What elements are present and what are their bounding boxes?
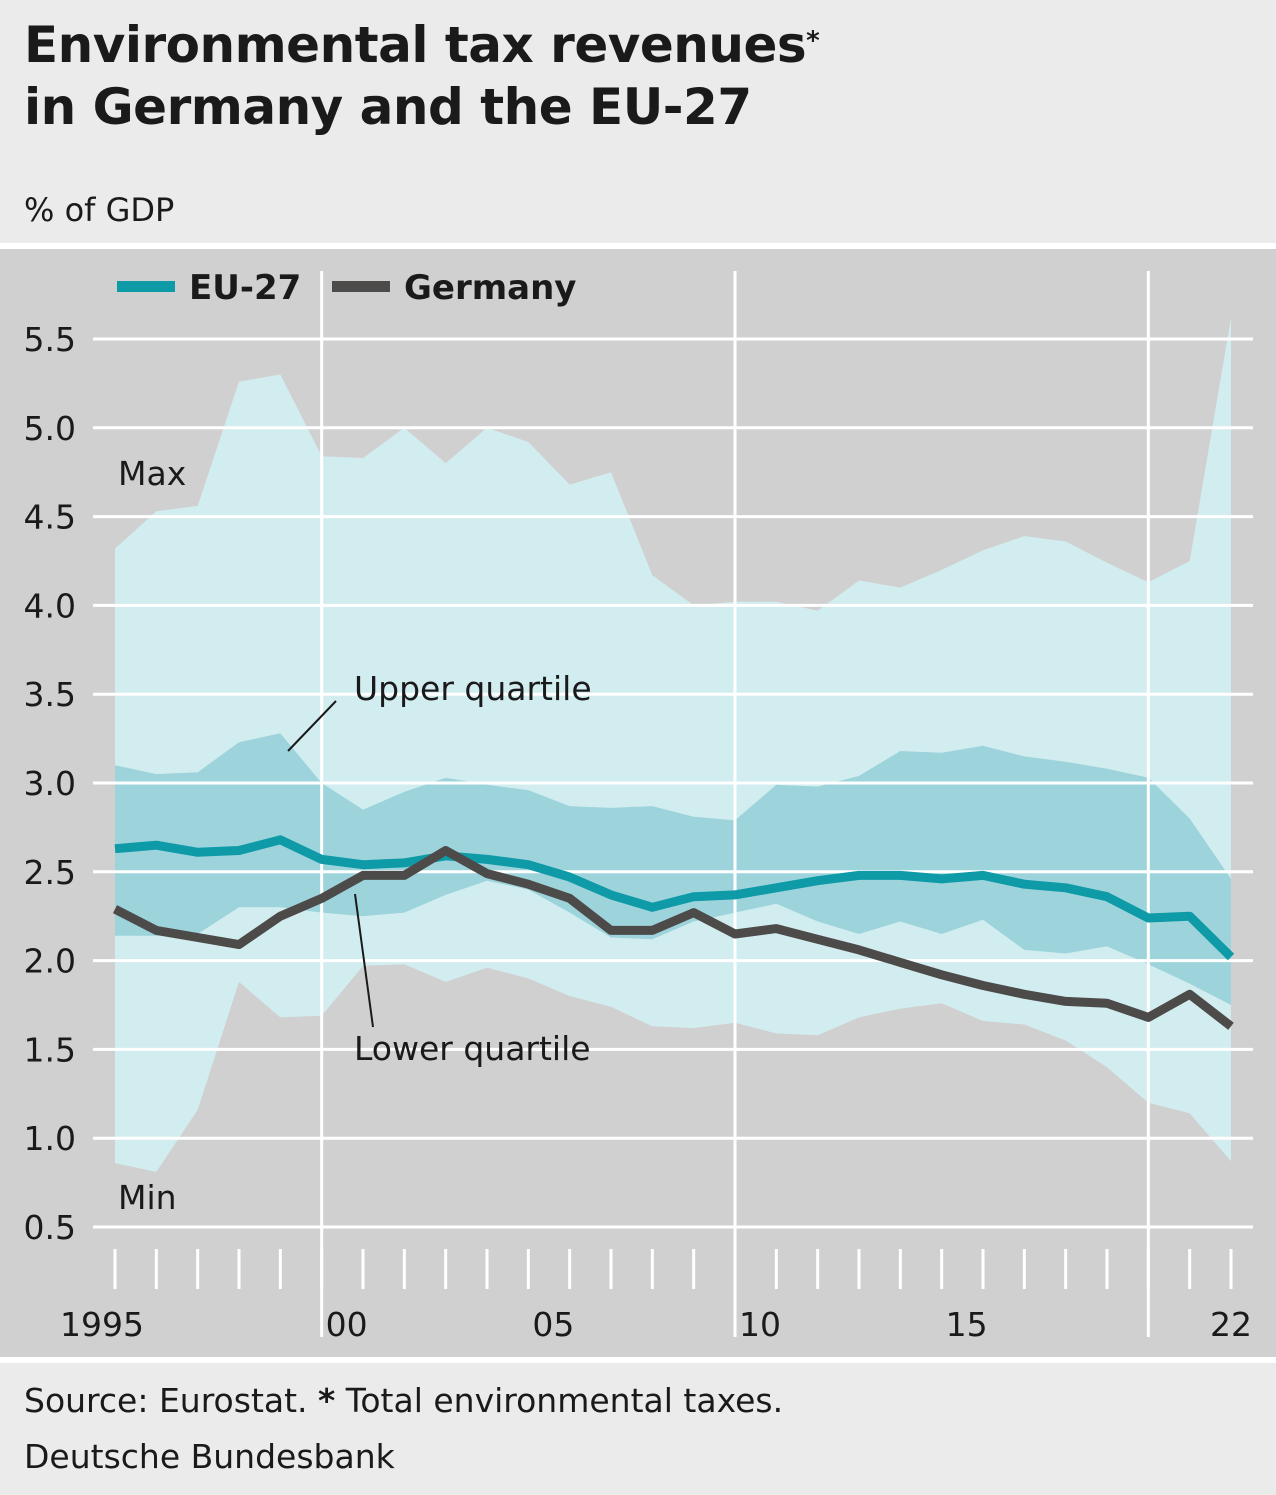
y-tick-label: 5.0 <box>24 409 76 448</box>
upper-quartile-leader <box>287 700 337 752</box>
y-tick-label: 1.5 <box>24 1030 76 1069</box>
legend-swatch-eu27 <box>117 281 175 292</box>
y-tick-label: 3.5 <box>24 675 76 714</box>
header-divider <box>0 243 1276 249</box>
y-tick-label: 2.5 <box>24 853 76 892</box>
interquartile-band <box>115 733 1231 1005</box>
series-line-eu-27 <box>114 835 1235 961</box>
chart-header: Environmental tax revenues* in Germany a… <box>0 0 1276 243</box>
min-max-range-band <box>115 317 1231 1172</box>
annotations-layer: Max Min Upper quartile Lower quartile <box>118 454 592 1217</box>
lower-quartile-leader <box>354 893 374 1028</box>
publisher: Deutsche Bundesbank <box>24 1437 395 1476</box>
min-label: Min <box>118 1178 177 1217</box>
source-prefix: Source: Eurostat. <box>24 1381 308 1420</box>
y-tick-label: 5.5 <box>24 320 76 359</box>
x-tick-label: 10 <box>739 1305 781 1344</box>
legend-swatch-germany <box>332 281 390 292</box>
lower-quartile-label: Lower quartile <box>354 1029 591 1068</box>
source-star: * <box>318 1381 336 1420</box>
x-tick-label: 00 <box>326 1305 368 1344</box>
upper-quartile-label: Upper quartile <box>354 669 592 708</box>
bands-layer <box>115 317 1231 1172</box>
x-tick-label: 1995 <box>60 1305 144 1344</box>
footer-divider <box>0 1357 1276 1363</box>
legend-label-eu27: EU-27 <box>189 268 301 308</box>
max-label: Max <box>118 454 186 493</box>
y-tick-label: 3.0 <box>24 764 76 803</box>
legend-label-germany: Germany <box>404 268 576 308</box>
y-tick-label: 0.5 <box>24 1208 76 1247</box>
title-line-1: Environmental tax revenues <box>24 16 807 74</box>
grid-layer <box>93 271 1253 1337</box>
title-asterisk: * <box>806 26 820 56</box>
x-tick-label: 22 <box>1210 1305 1252 1344</box>
source-text: Total environmental taxes. <box>345 1381 784 1420</box>
chart: 5.5 5.0 4.5 4.0 3.5 3.0 2.5 2.0 1.5 1.0 0.5 1995 00… <box>0 249 1276 1357</box>
series-line-germany <box>112 846 1234 1030</box>
x-tick-label: 05 <box>532 1305 574 1344</box>
y-tick-label: 4.0 <box>24 586 76 625</box>
y-tick-label: 1.0 <box>24 1119 76 1158</box>
y-tick-label: 2.0 <box>24 942 76 981</box>
lines-layer <box>112 835 1235 1030</box>
x-tick-label: 15 <box>946 1305 988 1344</box>
legend: EU-27 Germany <box>117 268 576 308</box>
ticks-layer <box>113 1249 1233 1289</box>
title-line-2: in Germany and the EU-27 <box>24 78 752 136</box>
footer <box>0 1363 1276 1495</box>
y-axis-labels: 5.5 5.0 4.5 4.0 3.5 3.0 2.5 2.0 1.5 1.0 0.5 <box>24 320 76 1247</box>
source-note: Source: Eurostat. * Total environmental … <box>24 1378 783 1424</box>
chart-title: Environmental tax revenues* in Germany a… <box>24 14 820 138</box>
unit-label: % of GDP <box>24 191 175 229</box>
x-axis-labels: 1995 00 05 10 15 22 <box>60 1305 1252 1344</box>
y-tick-label: 4.5 <box>24 498 76 537</box>
